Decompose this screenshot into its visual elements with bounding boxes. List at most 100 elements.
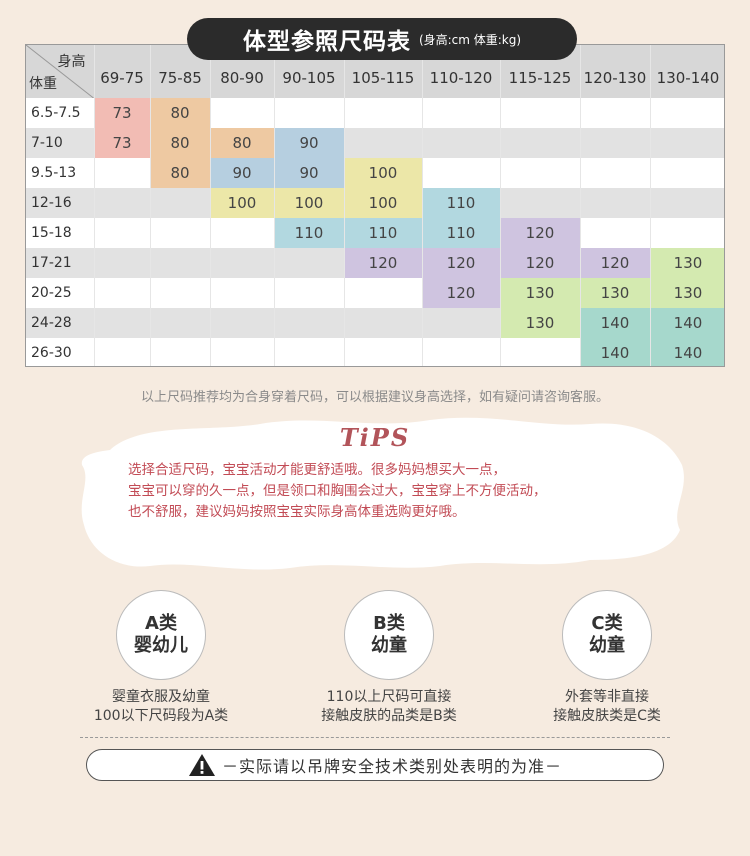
size-cell: 120	[422, 248, 501, 278]
empty-cell	[500, 188, 581, 218]
size-cell: 100	[344, 188, 423, 218]
table-row: 17-21 120 120 120 120 130	[26, 248, 724, 278]
weight-row-header: 15-18	[26, 218, 95, 248]
empty-cell	[500, 128, 581, 158]
height-column-header: 130-140	[650, 45, 724, 98]
size-cell: 110	[422, 218, 501, 248]
empty-cell	[650, 158, 724, 188]
size-cell: 100	[344, 158, 423, 188]
size-cell: 90	[210, 158, 275, 188]
empty-cell	[150, 278, 211, 308]
weight-axis-label: 体重	[29, 76, 57, 92]
weight-row-header: 26-30	[26, 338, 95, 366]
table-row: 15-18 110 110 110 120	[26, 218, 724, 248]
size-cell: 140	[650, 308, 724, 338]
size-cell: 110	[344, 218, 423, 248]
empty-cell	[500, 98, 581, 128]
weight-row-header: 7-10	[26, 128, 95, 158]
empty-cell	[500, 158, 581, 188]
empty-cell	[210, 278, 275, 308]
tips-title: TiPS	[339, 423, 411, 452]
category-b-badge: B类 幼童	[344, 590, 434, 680]
size-cell: 80	[150, 128, 211, 158]
empty-cell	[94, 158, 151, 188]
empty-cell	[422, 128, 501, 158]
table-row: 12-16 100 100 100 110	[26, 188, 724, 218]
size-cell: 130	[650, 278, 724, 308]
empty-cell	[274, 278, 345, 308]
empty-cell	[580, 128, 651, 158]
empty-cell	[422, 158, 501, 188]
size-cell: 110	[274, 218, 345, 248]
size-cell: 80	[150, 98, 211, 128]
table-row: 6.5-7.5 73 80	[26, 98, 724, 128]
table-row: 9.5-13 80 90 90 100	[26, 158, 724, 188]
empty-cell	[344, 278, 423, 308]
empty-cell	[210, 338, 275, 366]
empty-cell	[150, 338, 211, 366]
size-cell: 140	[650, 338, 724, 366]
fit-note: 以上尺码推荐均为合身穿着尺码，可以根据建议身高选择，如有疑问请咨询客服。	[140, 390, 609, 405]
category-c-desc-line: 外套等非直接	[565, 689, 649, 705]
empty-cell	[150, 248, 211, 278]
category-c-badge: C类 幼童	[562, 590, 652, 680]
category-a-desc-line: 100以下尺码段为A类	[93, 708, 229, 724]
header-row: 身高 体重 69-75 75-85 80-90 90-105 105-115 110-12…	[26, 45, 724, 98]
category-b-desc-line: 接触皮肤的品类是B类	[321, 708, 457, 724]
height-column-header: 120-130	[580, 45, 651, 98]
warning-icon	[188, 754, 215, 776]
size-cell: 73	[94, 98, 151, 128]
empty-cell	[274, 98, 345, 128]
category-b-label: B类	[373, 613, 405, 634]
empty-cell	[580, 188, 651, 218]
empty-cell	[210, 248, 275, 278]
size-cell: 120	[422, 278, 501, 308]
size-cell: 73	[94, 128, 151, 158]
safety-notice-text: －实际请以吊牌安全技术类别处表明的为准－	[221, 757, 562, 776]
size-cell: 90	[274, 128, 345, 158]
category-b-desc-line: 110以上尺码可直接	[326, 689, 452, 705]
empty-cell	[344, 338, 423, 366]
size-cell: 80	[210, 128, 275, 158]
size-cell: 130	[500, 278, 581, 308]
category-c-desc-line: 接触皮肤类是C类	[553, 708, 661, 724]
chart-title-pill: 体型参照尺码表 (身高:cm 体重:kg)	[187, 18, 577, 60]
empty-cell	[650, 98, 724, 128]
empty-cell	[422, 308, 501, 338]
page-title: 体型参照尺码表	[242, 29, 411, 55]
empty-cell	[580, 218, 651, 248]
empty-cell	[422, 338, 501, 366]
weight-row-header: 12-16	[26, 188, 95, 218]
size-cell: 120	[500, 218, 581, 248]
empty-cell	[94, 338, 151, 366]
size-cell: 120	[580, 248, 651, 278]
category-c-sublabel: 幼童	[589, 635, 625, 656]
size-cell: 100	[210, 188, 275, 218]
empty-cell	[210, 308, 275, 338]
empty-cell	[274, 248, 345, 278]
size-cell: 100	[274, 188, 345, 218]
empty-cell	[274, 338, 345, 366]
category-a-desc-line: 婴童衣服及幼童	[112, 689, 210, 705]
size-cell: 80	[150, 158, 211, 188]
weight-row-header: 17-21	[26, 248, 95, 278]
weight-row-header: 20-25	[26, 278, 95, 308]
safety-notice: －实际请以吊牌安全技术类别处表明的为准－	[86, 749, 664, 781]
category-b-sublabel: 幼童	[371, 635, 407, 656]
empty-cell	[150, 308, 211, 338]
tips-line: 宝宝可以穿的久一点，但是领口和胸围会过大，宝宝穿上不方便活动，	[128, 483, 547, 499]
empty-cell	[94, 278, 151, 308]
tips-cloud-background	[81, 417, 684, 570]
size-cell: 140	[580, 308, 651, 338]
empty-cell	[210, 218, 275, 248]
table-row: 26-30 140 140	[26, 338, 724, 366]
category-a-label: A类	[145, 613, 177, 634]
table-body: 6.5-7.5 73 80 7-10 73 80 80 90 9.5-13 80 90 90 100 12…	[26, 98, 724, 366]
height-column-header: 69-75	[94, 45, 151, 98]
category-a-description: 婴童衣服及幼童 100以下尺码段为A类	[61, 688, 261, 726]
corner-diagonal	[26, 45, 94, 98]
empty-cell	[580, 98, 651, 128]
tips-line: 选择合适尺码，宝宝活动才能更舒适哦。很多妈妈想买大一点，	[128, 462, 506, 478]
empty-cell	[344, 308, 423, 338]
size-cell: 130	[650, 248, 724, 278]
